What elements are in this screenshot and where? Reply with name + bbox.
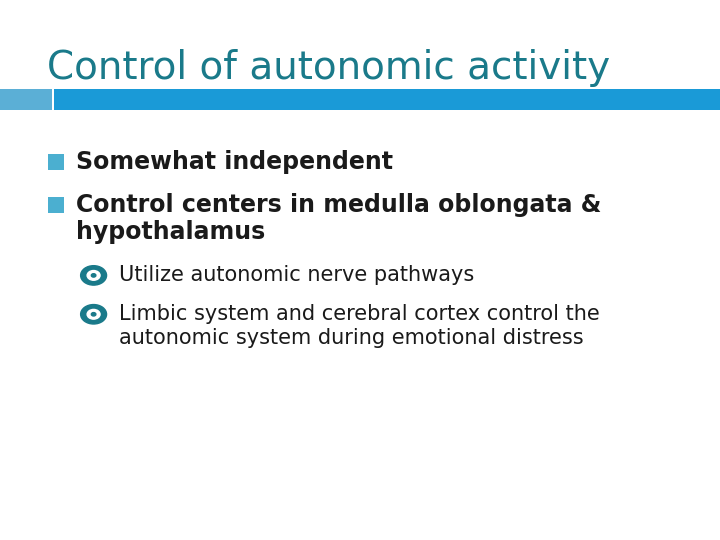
Bar: [54, 89, 720, 110]
Text: hypothalamus: hypothalamus: [76, 220, 265, 244]
Circle shape: [91, 274, 96, 277]
Text: Limbic system and cerebral cortex control the: Limbic system and cerebral cortex contro…: [119, 304, 600, 325]
Text: autonomic system during emotional distress: autonomic system during emotional distre…: [119, 327, 583, 348]
Bar: [48, 154, 64, 170]
Text: Control of autonomic activity: Control of autonomic activity: [47, 49, 610, 86]
Text: Utilize autonomic nerve pathways: Utilize autonomic nerve pathways: [119, 265, 474, 286]
Circle shape: [81, 266, 107, 285]
Bar: [0, 89, 52, 110]
Circle shape: [87, 271, 100, 280]
Text: Somewhat independent: Somewhat independent: [76, 150, 392, 174]
Bar: [48, 197, 64, 213]
Circle shape: [91, 313, 96, 316]
Circle shape: [81, 305, 107, 324]
Text: Control centers in medulla oblongata &: Control centers in medulla oblongata &: [76, 193, 601, 217]
Circle shape: [87, 309, 100, 319]
